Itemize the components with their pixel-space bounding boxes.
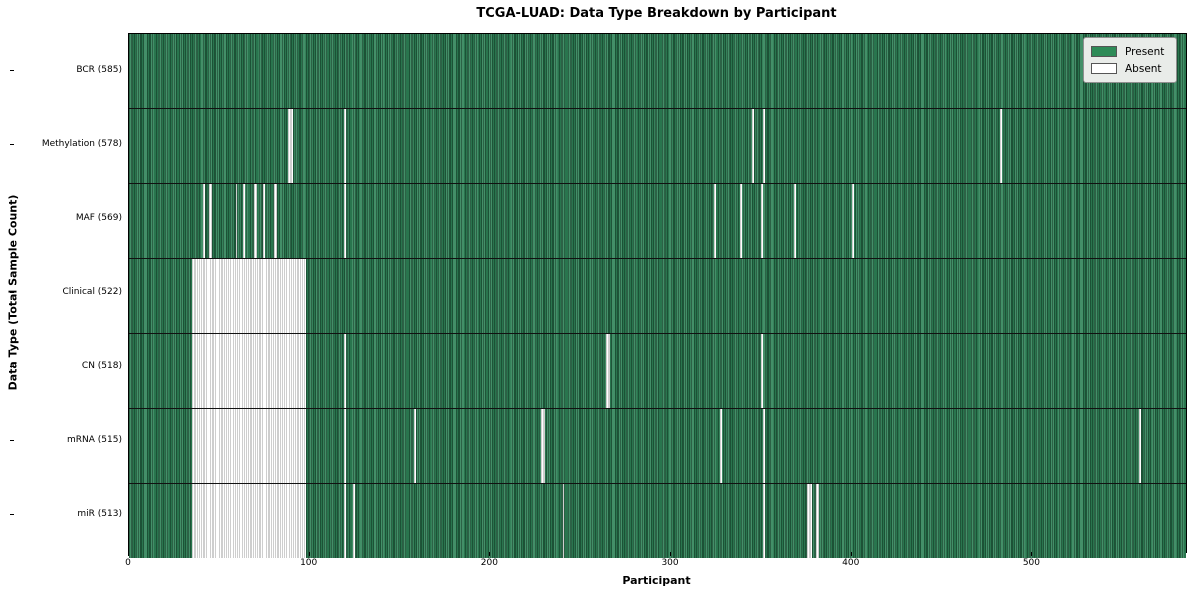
- absent-segment: [1139, 409, 1141, 483]
- y-tick-label: BCR (585): [76, 65, 122, 75]
- absent-segment: [739, 184, 742, 258]
- y-tick-label: mRNA (515): [67, 435, 122, 445]
- absent-segment: [235, 184, 238, 258]
- absent-segment: [344, 184, 346, 258]
- x-tick-label: 200: [480, 558, 498, 568]
- x-tick-label: 300: [661, 558, 679, 568]
- y-tick-label: CN (518): [81, 361, 122, 371]
- absent-segment: [203, 184, 205, 258]
- x-tick-mark: [308, 552, 310, 556]
- x-tick-mark: [489, 552, 491, 556]
- absent-segment: [192, 334, 307, 408]
- x-tick-label: 500: [1022, 558, 1040, 568]
- absent-segment: [353, 484, 355, 558]
- heatmap-row: [129, 483, 1186, 558]
- absent-segment: [815, 484, 820, 558]
- x-tick-label: 400: [842, 558, 860, 568]
- absent-segment: [562, 484, 565, 558]
- heatmap-row: [129, 258, 1186, 333]
- heatmap-row: [129, 183, 1186, 258]
- y-tick-mark: [10, 292, 14, 293]
- absent-segment: [606, 334, 610, 408]
- legend-entry: Absent: [1091, 60, 1169, 77]
- y-tick-mark: [10, 144, 14, 145]
- absent-segment: [242, 184, 245, 258]
- absent-segment: [414, 409, 417, 483]
- legend-label: Present: [1125, 45, 1165, 58]
- legend-swatch-icon: [1091, 63, 1117, 74]
- absent-segment: [344, 409, 346, 483]
- absent-segment: [208, 184, 213, 258]
- legend-entry: Present: [1091, 43, 1169, 60]
- y-tick-label: Clinical (522): [62, 287, 122, 297]
- absent-segment: [262, 184, 265, 258]
- legend-label: Absent: [1125, 62, 1162, 75]
- y-tick-label: MAF (569): [75, 213, 122, 223]
- x-tick-mark: [670, 552, 672, 556]
- absent-segment: [761, 184, 764, 258]
- absent-segment: [344, 484, 346, 558]
- heatmap-row: [129, 108, 1186, 183]
- x-axis-title: Participant: [622, 574, 691, 587]
- absent-segment: [192, 484, 307, 558]
- heatmap-row: [129, 408, 1186, 483]
- absent-segment: [714, 184, 717, 258]
- absent-segment: [253, 184, 258, 258]
- absent-segment: [719, 409, 722, 483]
- y-tick-label: Methylation (578): [41, 139, 122, 149]
- absent-segment: [999, 109, 1002, 183]
- x-tick-mark: [1031, 552, 1033, 556]
- absent-segment: [851, 184, 854, 258]
- y-tick-label: miR (513): [77, 509, 122, 519]
- y-tick-mark: [10, 440, 14, 441]
- x-tick-mark: [128, 552, 129, 556]
- absent-segment: [763, 409, 765, 483]
- absent-segment: [763, 484, 765, 558]
- absent-segment: [806, 484, 812, 558]
- heatmap-row: [129, 34, 1186, 108]
- y-tick-mark: [10, 70, 14, 71]
- absent-segment: [763, 109, 765, 183]
- absent-segment: [288, 109, 294, 183]
- absent-segment: [540, 409, 545, 483]
- x-tick-label: 0: [125, 558, 131, 568]
- absent-segment: [761, 334, 764, 408]
- chart-title: TCGA-LUAD: Data Type Breakdown by Partic…: [476, 6, 837, 21]
- absent-segment: [192, 259, 307, 333]
- heatmap-row: [129, 333, 1186, 408]
- absent-segment: [752, 109, 755, 183]
- x-tick-mark: [850, 552, 852, 556]
- absent-segment: [192, 409, 307, 483]
- y-tick-mark: [10, 366, 14, 367]
- x-tick-label: 100: [300, 558, 318, 568]
- absent-segment: [344, 334, 346, 408]
- absent-segment: [273, 184, 278, 258]
- legend-swatch-icon: [1091, 46, 1117, 57]
- absent-segment: [793, 184, 796, 258]
- y-tick-mark: [10, 218, 14, 219]
- y-tick-mark: [10, 514, 14, 515]
- heatmap-plot-area: [128, 33, 1187, 558]
- absent-segment: [344, 109, 346, 183]
- legend: Present Absent: [1083, 37, 1177, 83]
